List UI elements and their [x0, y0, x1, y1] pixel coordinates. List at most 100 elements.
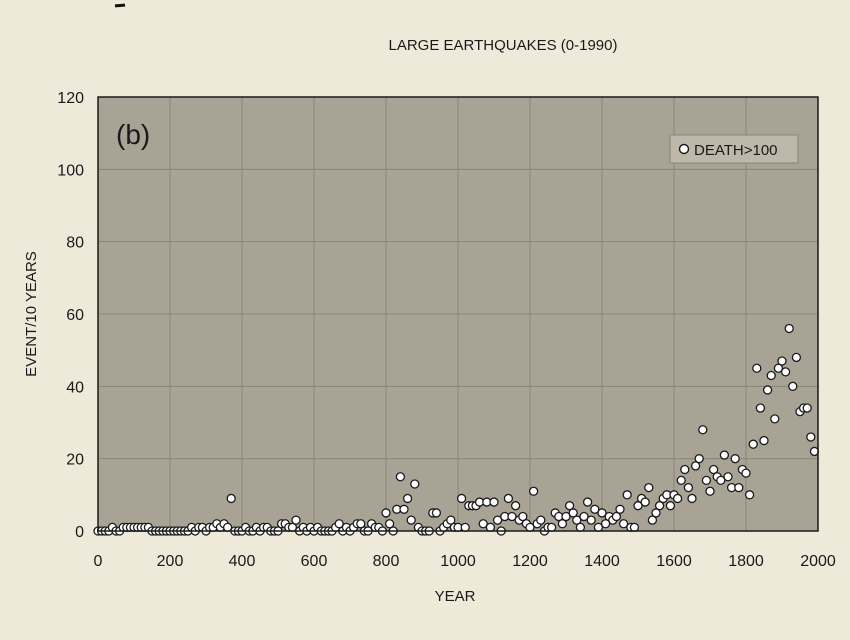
- data-point: [802, 403, 812, 413]
- data-point: [590, 504, 600, 514]
- data-point: [809, 446, 820, 457]
- data-point: [629, 522, 640, 533]
- data-point: [784, 323, 794, 334]
- data-point: [744, 490, 755, 500]
- data-point: [546, 522, 557, 533]
- data-point: [615, 504, 625, 514]
- data-point: [528, 486, 539, 496]
- data-point: [334, 519, 344, 529]
- data-point: [460, 522, 470, 533]
- x-tick-label: 200: [157, 553, 184, 570]
- data-point: [719, 450, 730, 460]
- x-tick-labels: 0 200 400 600 800 1000 1200 1400 1600 1800 2000: [94, 553, 836, 570]
- x-tick-label: 1600: [656, 553, 692, 570]
- legend-marker-icon: [678, 143, 690, 155]
- data-point: [741, 468, 751, 478]
- x-tick-label: 1400: [584, 553, 620, 570]
- data-point: [356, 519, 366, 529]
- x-tick-label: 1200: [512, 553, 548, 570]
- data-point: [672, 493, 683, 504]
- y-tick-label: 0: [75, 524, 84, 541]
- data-point: [748, 439, 758, 449]
- x-tick-label: 2000: [800, 553, 836, 570]
- y-tick-label: 20: [66, 452, 84, 469]
- data-point: [575, 522, 586, 533]
- data-point: [489, 497, 499, 507]
- legend: DEATH>100: [669, 134, 799, 164]
- data-points: [93, 323, 820, 536]
- data-point: [651, 508, 661, 518]
- data-point: [752, 363, 762, 373]
- data-point: [633, 501, 643, 511]
- data-point: [485, 522, 496, 533]
- data-point: [446, 515, 456, 525]
- legend-entry-death-gt-100: DEATH>100: [694, 142, 778, 159]
- data-point: [507, 511, 517, 522]
- data-point: [708, 464, 719, 475]
- data-point: [536, 515, 546, 525]
- data-point: [755, 403, 766, 413]
- data-point: [406, 515, 416, 525]
- data-point: [701, 475, 712, 486]
- legend-box: [669, 134, 799, 164]
- data-point: [579, 511, 589, 522]
- x-axis-label: YEAR: [435, 588, 476, 605]
- data-point: [568, 508, 578, 518]
- data-point: [399, 504, 409, 514]
- data-point: [770, 414, 780, 424]
- x-tick-label: 800: [373, 553, 400, 570]
- x-tick-label: 1000: [440, 553, 476, 570]
- data-point: [381, 508, 391, 518]
- data-point: [647, 515, 658, 525]
- data-point: [698, 425, 708, 435]
- x-tick-label: 0: [94, 553, 103, 570]
- data-point: [503, 493, 514, 504]
- data-point: [510, 501, 521, 511]
- data-point: [492, 515, 503, 525]
- data-point: [773, 363, 784, 373]
- data-point: [561, 511, 571, 522]
- data-point: [622, 490, 632, 500]
- panel-label: (b): [116, 119, 150, 150]
- data-point: [723, 472, 733, 482]
- data-point: [582, 497, 593, 507]
- data-point: [557, 519, 568, 529]
- data-point: [788, 381, 798, 391]
- data-point: [478, 519, 488, 529]
- data-point: [687, 493, 697, 504]
- data-point: [395, 472, 406, 482]
- data-point: [780, 367, 791, 377]
- data-point: [806, 432, 816, 442]
- y-tick-label: 60: [66, 307, 84, 324]
- data-point: [410, 479, 420, 489]
- data-point: [683, 482, 694, 493]
- x-tick-label: 600: [301, 553, 328, 570]
- data-point: [791, 352, 802, 363]
- data-point: [600, 519, 611, 529]
- data-point: [402, 493, 413, 504]
- plot-frame: [97, 96, 819, 532]
- data-point: [716, 475, 726, 486]
- data-point: [384, 519, 395, 529]
- data-point: [640, 497, 650, 507]
- data-point: [597, 508, 607, 518]
- data-point: [611, 511, 622, 522]
- data-point: [431, 508, 442, 518]
- data-point: [730, 454, 740, 464]
- data-point: [665, 501, 676, 511]
- data-point: [680, 464, 690, 475]
- data-point: [654, 501, 665, 511]
- data-point: [518, 511, 528, 522]
- data-point: [676, 475, 686, 486]
- y-tick-label: 100: [57, 162, 84, 179]
- chart-title: LARGE EARTHQUAKES (0-1990): [389, 37, 618, 54]
- y-tick-label: 80: [66, 235, 84, 252]
- data-point: [618, 519, 629, 529]
- data-point: [572, 515, 582, 525]
- data-point: [586, 515, 596, 525]
- data-point: [766, 370, 776, 381]
- data-point: [690, 461, 701, 471]
- data-point: [734, 482, 744, 493]
